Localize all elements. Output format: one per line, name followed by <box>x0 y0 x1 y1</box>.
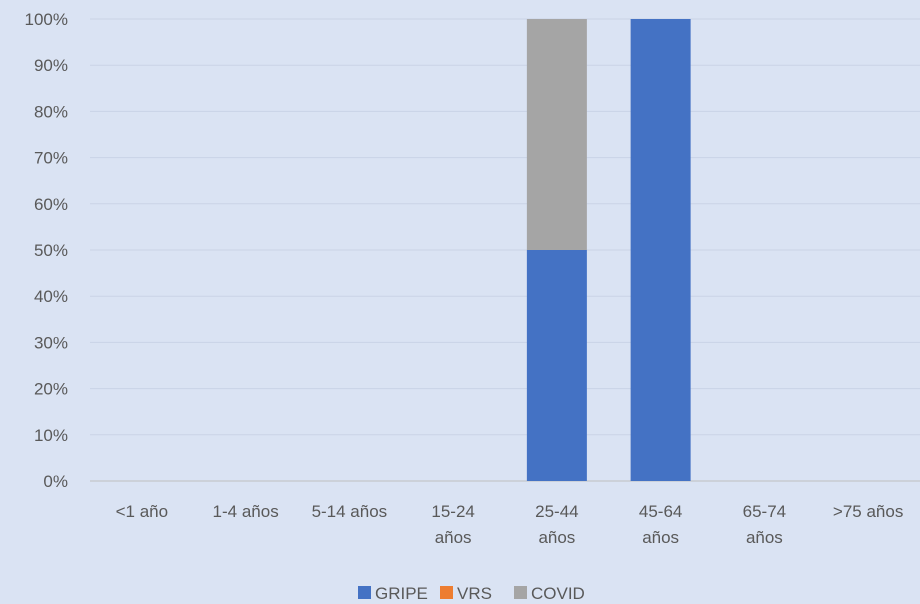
y-tick-label: 80% <box>34 102 68 121</box>
legend-label-gripe: GRIPE <box>375 584 428 603</box>
bar-gripe-5 <box>630 19 691 481</box>
bar-covid-4 <box>526 19 587 250</box>
x-tick-label: 15-24 años <box>431 502 474 547</box>
legend-label-covid: COVID <box>531 584 585 603</box>
legend-swatch-vrs <box>440 586 453 599</box>
legend-swatch-gripe <box>358 586 371 599</box>
y-tick-label: 20% <box>34 380 68 399</box>
x-tick-label: 1-4 años <box>213 502 279 521</box>
gridlines <box>90 18 920 482</box>
x-tick-label: >75 años <box>833 502 903 521</box>
y-tick-label: 50% <box>34 241 68 260</box>
y-tick-label: 60% <box>34 195 68 214</box>
x-tick-label: <1 año <box>116 502 168 521</box>
legend: GRIPE VRS COVID <box>358 584 585 603</box>
y-axis: 0% 10% 20% 30% 40% 50% 60% 70% 80% 90% 100% <box>25 10 68 491</box>
x-tick-label: 5-14 años <box>312 502 388 521</box>
y-tick-label: 10% <box>34 426 68 445</box>
x-tick-label: 65-74 años <box>743 502 786 547</box>
x-axis: <1 año 1-4 años 5-14 años 15-24 años 25-44 año… <box>116 502 904 547</box>
bars <box>526 19 691 481</box>
bar-gripe-4 <box>526 250 587 481</box>
legend-label-vrs: VRS <box>457 584 492 603</box>
y-tick-label: 90% <box>34 56 68 75</box>
x-tick-label: 25-44 años <box>535 502 578 547</box>
legend-swatch-covid <box>514 586 527 599</box>
y-tick-label: 100% <box>25 10 68 29</box>
y-tick-label: 40% <box>34 287 68 306</box>
y-tick-label: 0% <box>43 472 68 491</box>
y-tick-label: 70% <box>34 149 68 168</box>
x-tick-label: 45-64 años <box>639 502 682 547</box>
y-tick-label: 30% <box>34 333 68 352</box>
